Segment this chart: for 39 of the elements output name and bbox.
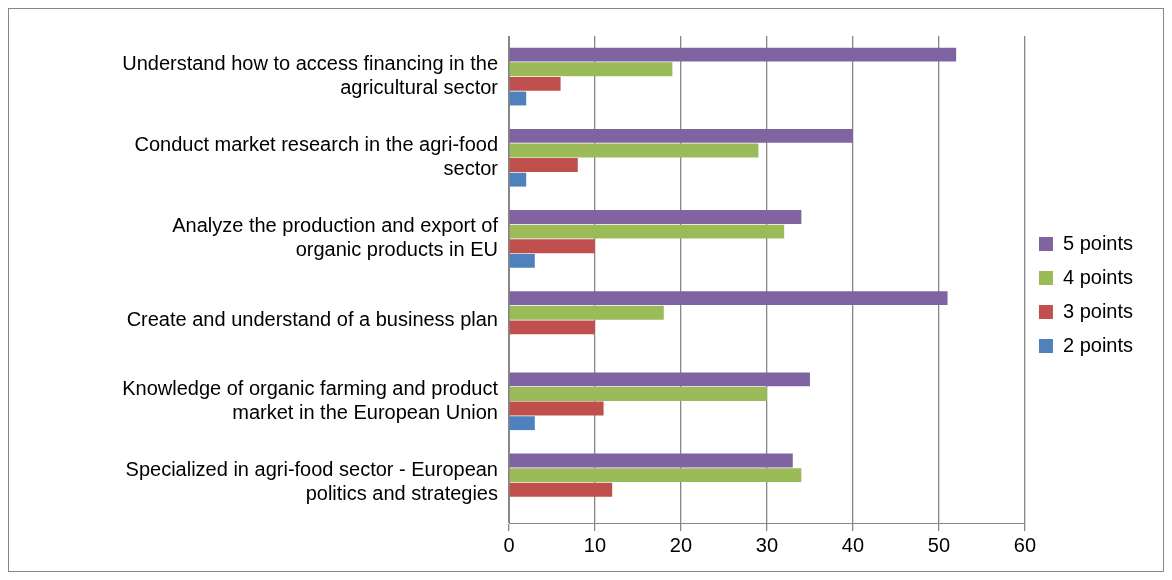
x-tick-label: 0 — [503, 533, 515, 556]
bar — [509, 305, 664, 320]
bar — [509, 253, 535, 268]
bar — [509, 158, 578, 172]
bar — [509, 372, 810, 387]
bar — [509, 172, 527, 187]
y-tick-label: Analyze the production and export of organic products in EU — [172, 214, 499, 261]
x-tick-label: 40 — [841, 533, 865, 556]
bar — [509, 468, 802, 483]
y-tick-label: Understand how to access financing in the agricultural sector — [122, 52, 499, 99]
x-tick-label: 30 — [755, 533, 779, 556]
bar — [509, 401, 604, 416]
x-tick-label: 50 — [927, 533, 951, 556]
legend-label: 3 points — [1062, 299, 1134, 322]
y-tick-label: Conduct market research in the agri-food sector — [134, 133, 499, 180]
legend-label: 5 points — [1062, 231, 1134, 254]
x-tick-label: 10 — [583, 533, 607, 556]
bar — [509, 143, 759, 158]
bar — [509, 482, 613, 497]
x-tick-label: 60 — [1013, 533, 1037, 556]
bar — [509, 210, 802, 224]
y-tick-label: Specialized in agri-food sector - European politics and strategies — [125, 457, 498, 504]
legend-label: 4 points — [1062, 265, 1134, 288]
bar — [509, 47, 957, 62]
bar — [509, 76, 561, 91]
bar — [509, 453, 793, 468]
bar — [509, 416, 535, 431]
bar — [509, 62, 673, 77]
y-tick-label: Knowledge of organic farming and product market in the European Union — [122, 376, 499, 423]
bar — [509, 91, 527, 106]
y-tick-label: Create and understand of a business plan — [126, 307, 498, 330]
x-tick-label: 20 — [669, 533, 693, 556]
bar — [509, 239, 595, 254]
legend-label: 2 points — [1062, 333, 1134, 356]
bar — [509, 320, 595, 335]
bar — [509, 291, 948, 306]
bar — [509, 387, 767, 401]
bar — [509, 224, 785, 239]
bar — [509, 128, 853, 143]
